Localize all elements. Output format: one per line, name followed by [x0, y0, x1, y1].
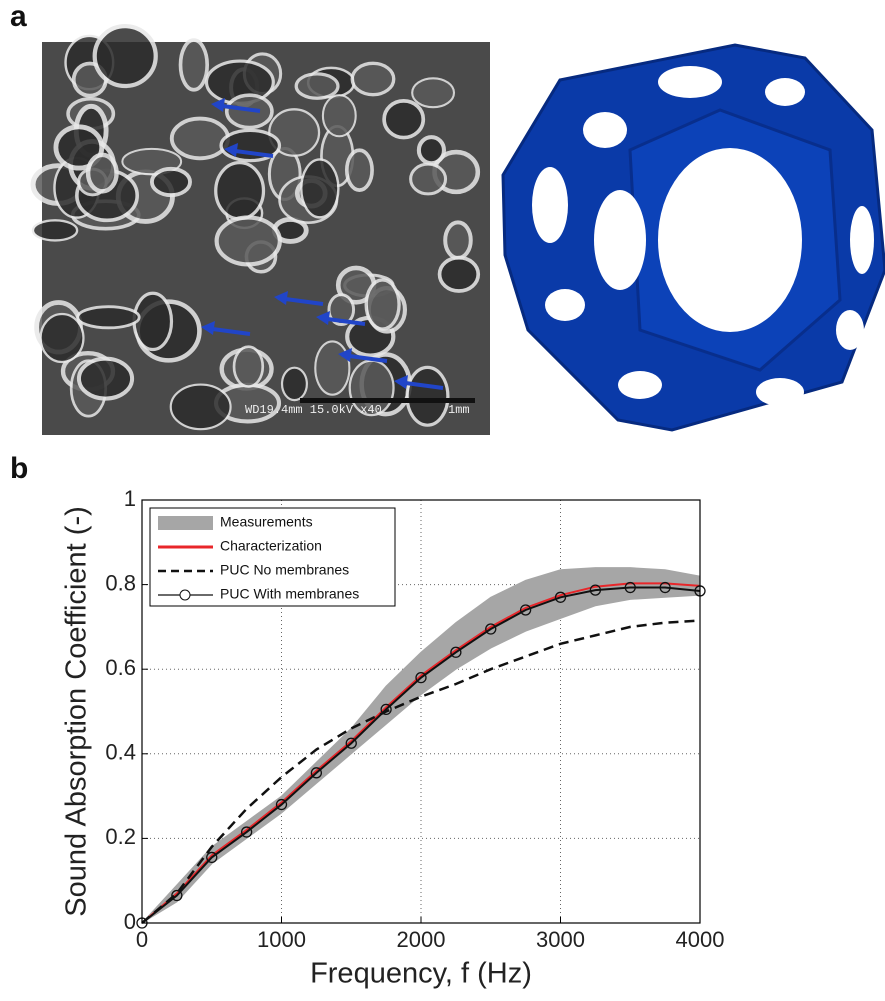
series-line — [141, 586, 701, 924]
series-marker — [589, 584, 602, 596]
foam-cell — [350, 61, 396, 97]
y-tick-label: 0.8 — [105, 570, 136, 595]
x-tick-label: 3000 — [536, 927, 585, 952]
foam-cell — [405, 365, 450, 427]
foam-cell — [382, 99, 426, 140]
foam-cell — [327, 293, 356, 326]
x-tick-label: 4000 — [676, 927, 725, 952]
x-axis-label: Frequency, f (Hz) — [310, 958, 532, 990]
series-marker — [519, 604, 532, 616]
cell-hole — [850, 206, 874, 274]
foam-cell — [214, 215, 282, 267]
foam-cell — [214, 161, 266, 221]
foam-cell — [364, 278, 401, 331]
arrow-head — [394, 375, 408, 389]
series-marker — [171, 889, 183, 902]
foam-cell — [411, 77, 456, 109]
legend-label: PUC No membranes — [220, 562, 349, 578]
legend-label: Characterization — [220, 538, 322, 554]
series-marker — [659, 581, 671, 594]
foam-cell — [76, 305, 141, 330]
foam-cell — [409, 162, 448, 196]
foam-cell — [178, 38, 210, 92]
arrow-head — [316, 311, 330, 325]
series-line — [141, 619, 701, 924]
cell-hole — [765, 78, 805, 106]
scale-bar — [300, 398, 475, 403]
cell-hole — [594, 190, 646, 290]
plot-frame — [141, 499, 701, 924]
sem-info: WD19.4mm 15.0kV x40 — [245, 403, 382, 417]
foam-cell — [149, 166, 192, 198]
legend-box — [149, 507, 396, 607]
legend-label: Measurements — [220, 514, 313, 530]
y-tick-label: 0.2 — [105, 824, 136, 849]
foam-cell — [92, 24, 158, 89]
y-tick-label: 0.6 — [105, 655, 136, 680]
series-marker — [275, 798, 288, 811]
series-marker — [624, 581, 636, 594]
foam-cell — [437, 255, 481, 293]
series-marker — [415, 672, 427, 684]
foam-cell — [132, 291, 174, 352]
arrow-head — [274, 291, 288, 305]
series-marker — [450, 646, 462, 658]
series-marker — [380, 703, 392, 716]
y-tick-label: 0.4 — [105, 740, 136, 765]
series-line — [141, 582, 701, 924]
x-tick-label: 1000 — [257, 927, 306, 952]
panel-label: a — [10, 0, 27, 33]
arrow-head — [211, 98, 225, 112]
foam-cell — [85, 152, 119, 194]
foam-cell — [280, 366, 308, 402]
foam-cell — [232, 345, 265, 388]
arrow-head — [201, 321, 215, 335]
foam-cell — [53, 124, 105, 171]
y-axis-label: Sound Absorption Coefficient (-) — [61, 506, 93, 917]
foam-cell — [39, 312, 85, 364]
cell-hole — [658, 66, 722, 98]
cell-hole — [836, 310, 864, 350]
cell-hole — [756, 378, 804, 406]
cell-hole — [532, 167, 568, 243]
cell-hole — [618, 371, 662, 399]
foam-cell — [169, 383, 232, 431]
series-marker — [240, 826, 253, 838]
sem-image: WD19.4mm 15.0kV x40 1mm — [30, 24, 490, 435]
foam-cell — [314, 340, 351, 396]
cell-hole — [545, 289, 585, 321]
y-tick-label: 0 — [124, 909, 136, 934]
chart: 0 1000 2000 3000 4000 0 0.2 0.4 0.6 0.8 1 Frequency… — [61, 486, 725, 990]
foam-cell — [344, 148, 374, 192]
sem-scale: 1mm — [448, 403, 470, 417]
y-tick-label: 1 — [124, 486, 136, 511]
panel-label: b — [10, 452, 28, 485]
arrow-head — [224, 143, 238, 157]
foam-cell — [169, 116, 230, 161]
legend-label: PUC With membranes — [220, 586, 359, 602]
series-marker — [485, 623, 497, 635]
foam-cell — [443, 220, 473, 260]
legend-swatch — [158, 516, 213, 530]
cell-hole — [583, 112, 627, 148]
x-tick-label: 0 — [136, 927, 148, 952]
foam-cell — [416, 135, 447, 166]
x-tick-label: 2000 — [397, 927, 446, 952]
legend-marker — [179, 589, 191, 601]
arrow-head — [338, 348, 352, 362]
foam-cell — [300, 158, 340, 219]
unit-cell-render — [501, 43, 885, 432]
series-marker — [345, 737, 357, 749]
series-marker — [310, 767, 323, 779]
foam-cell — [294, 72, 340, 100]
foam-cell — [321, 94, 357, 138]
foam-cell — [76, 356, 135, 401]
cell-hole — [658, 148, 802, 332]
series-marker — [554, 591, 567, 603]
foam-cell — [31, 219, 79, 242]
series-marker — [206, 851, 218, 864]
